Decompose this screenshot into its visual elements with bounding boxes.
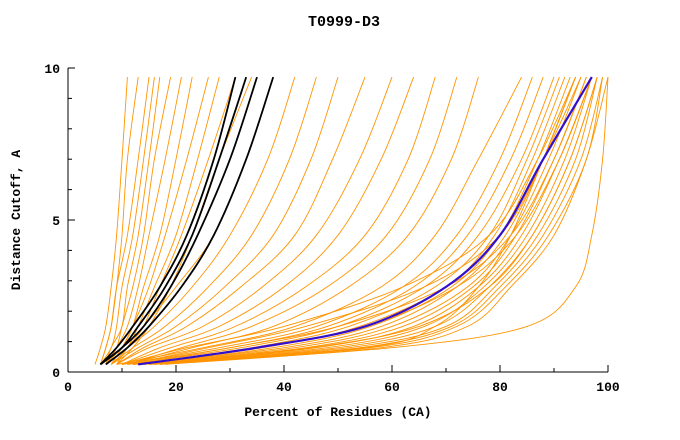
orange-curve bbox=[121, 76, 415, 365]
orange-curve bbox=[105, 76, 274, 365]
orange-curve bbox=[148, 76, 593, 365]
orange-curve bbox=[110, 76, 220, 365]
black-curve bbox=[99, 76, 237, 366]
y-tick-label: 5 bbox=[52, 214, 60, 229]
orange-curve bbox=[110, 76, 339, 365]
orange-curve bbox=[143, 76, 587, 365]
orange-curve bbox=[116, 76, 393, 365]
orange-curve bbox=[94, 77, 128, 365]
y-axis-label: Distance Cutoff, A bbox=[9, 150, 24, 291]
orange-curve bbox=[105, 77, 172, 365]
black-curve bbox=[105, 76, 275, 366]
x-tick-label: 0 bbox=[64, 380, 72, 395]
orange-curve bbox=[148, 76, 593, 365]
x-axis-label: Percent of Residues (CA) bbox=[244, 405, 431, 420]
orange-curve bbox=[116, 76, 522, 365]
curves-layer bbox=[94, 76, 609, 366]
blue-curve bbox=[138, 76, 593, 366]
orange-curve bbox=[121, 76, 544, 365]
orange-curve bbox=[154, 76, 598, 365]
orange-curve bbox=[105, 77, 161, 365]
axes-layer: 0 20 40 60 80 100 0 5 10 bbox=[44, 62, 620, 395]
orange-curve bbox=[127, 76, 458, 365]
orange-curve bbox=[148, 77, 609, 365]
orange-curve bbox=[121, 76, 436, 365]
chart-title: T0999-D3 bbox=[308, 14, 380, 31]
orange-curve bbox=[127, 76, 479, 365]
orange-curve bbox=[116, 76, 366, 365]
x-tick-label: 40 bbox=[276, 380, 292, 395]
orange-curve bbox=[121, 76, 577, 365]
orange-curve bbox=[143, 76, 598, 365]
orange-curve bbox=[99, 77, 139, 365]
black-curve bbox=[99, 76, 258, 366]
y-tick-label: 10 bbox=[44, 62, 60, 77]
x-tick-label: 20 bbox=[168, 380, 184, 395]
y-tick-label: 0 bbox=[52, 366, 60, 381]
orange-curve bbox=[143, 76, 582, 365]
black-curve bbox=[99, 76, 248, 366]
x-tick-label: 80 bbox=[492, 380, 508, 395]
orange-curve bbox=[99, 77, 150, 365]
x-tick-label: 100 bbox=[596, 380, 620, 395]
orange-curve bbox=[132, 76, 587, 365]
orange-curve bbox=[138, 76, 593, 365]
x-tick-label: 60 bbox=[384, 380, 400, 395]
orange-curve bbox=[110, 76, 317, 365]
